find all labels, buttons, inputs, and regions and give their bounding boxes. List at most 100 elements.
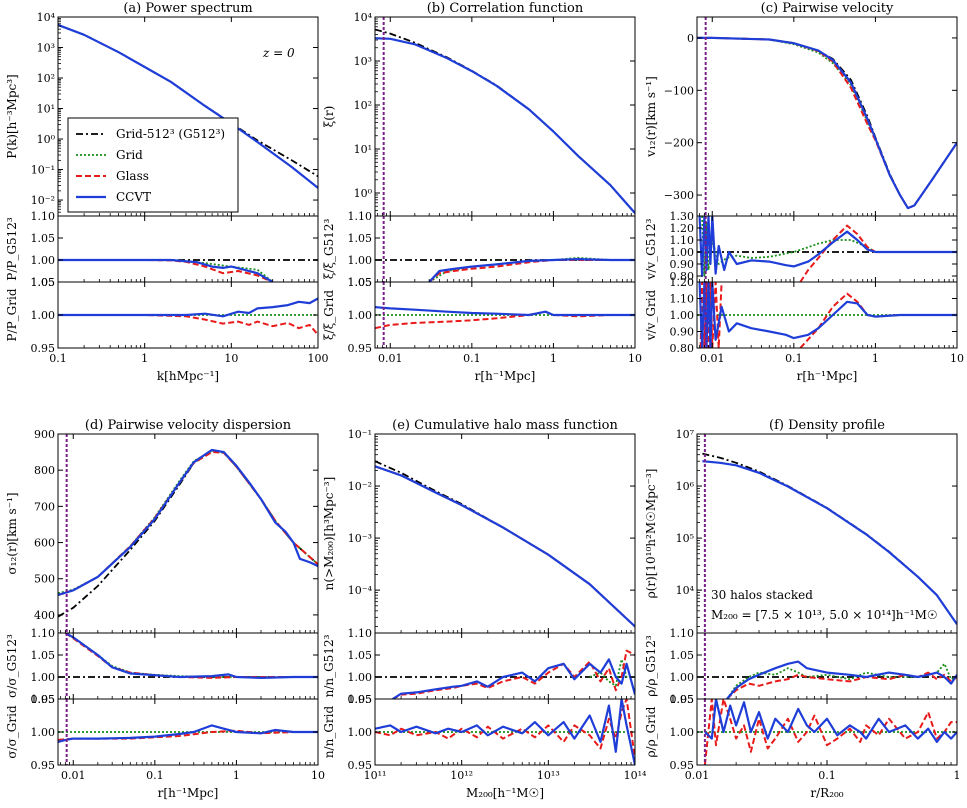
panel-b-0: 10⁰ 10¹ 10² 10³ 10⁴ ξ(r): [322, 11, 636, 217]
y-tick-label: 1.05: [31, 693, 56, 706]
panel-f-1: 0.95 1.00 1.05 1.10 ρ/ρ_G512³: [644, 627, 958, 706]
y-axis-label: v/v_G512³: [644, 218, 658, 280]
x-tick-label: 0.01: [378, 352, 403, 365]
legend-label: Glass: [116, 169, 149, 183]
series-line-g512: [375, 28, 635, 214]
series-line-ccvt: [64, 633, 318, 680]
series-line-glass: [726, 671, 957, 699]
series-line-ccvt: [375, 306, 635, 317]
series-line-ccvt: [697, 36, 957, 210]
x-tick-label: 0.01: [685, 769, 710, 782]
chart-title: (b) Correlation function: [427, 1, 584, 16]
y-tick-label: 10³: [37, 42, 55, 55]
series-group: [697, 36, 957, 210]
series-group: [375, 28, 635, 214]
y-tick-label: 10⁴: [676, 584, 695, 597]
y-tick-label: 10²: [37, 72, 55, 85]
y-tick-label: 1.30: [670, 210, 695, 223]
series-group: [375, 306, 635, 330]
y-tick-label: 400: [34, 609, 55, 622]
axes-frame: [696, 16, 958, 217]
y-tick-label: 10⁻²: [348, 480, 372, 493]
y-tick-label: 1.05: [31, 232, 56, 245]
series-line-ccvt: [428, 258, 635, 282]
series-group: [375, 699, 635, 765]
y-tick-label: 1.05: [348, 276, 373, 289]
series-line-glass: [428, 259, 635, 282]
y-tick-label: 1.00: [348, 671, 373, 684]
y-tick-label: 1.10: [670, 293, 695, 306]
x-tick-label: 0.1: [463, 352, 481, 365]
panel-a-2: 0.95 1.00 1.05 P/P_Grid 0.1 1 10 100 k[hMpc⁻¹]: [5, 276, 329, 383]
y-tick-label: −200: [664, 137, 694, 150]
x-tick-label: 10: [224, 352, 238, 365]
y-tick-label: 500: [34, 573, 55, 586]
chart-title: (e) Cumulative halo mass function: [392, 418, 618, 433]
y-axis-label: n/n_Grid: [322, 706, 336, 759]
y-tick-label: 0.90: [670, 258, 695, 271]
series-line-grid: [64, 633, 318, 678]
y-tick-label: 0.95: [31, 342, 56, 355]
series-line-grid: [726, 662, 957, 699]
series-group: [697, 699, 957, 765]
y-tick-label: 0.95: [31, 759, 56, 772]
y-tick-label: 800: [34, 464, 55, 477]
series-line-ccvt: [704, 699, 957, 744]
y-tick-label: 10⁵: [676, 532, 694, 545]
y-tick-label: 1.00: [348, 726, 373, 739]
axes-frame: [696, 433, 958, 634]
y-tick-label: 1.05: [31, 276, 56, 289]
chart-title: (d) Pairwise velocity dispersion: [85, 418, 292, 433]
series-group: [428, 256, 635, 282]
redshift-annotation: z = 0: [262, 46, 295, 60]
y-tick-label: 1.10: [348, 210, 373, 223]
axes-frame: [696, 215, 958, 283]
halo-count-annotation: 30 halos stacked: [711, 588, 813, 602]
series-line-glass: [799, 224, 957, 282]
series-line-glass: [58, 451, 318, 596]
axes-frame: [57, 215, 319, 283]
x-tick-label: 1: [550, 352, 557, 365]
y-tick-label: 1.10: [670, 627, 695, 640]
halo-mass-annotation: M₂₀₀ = [7.5 × 10¹³, 5.0 × 10¹⁴]h⁻¹M☉: [711, 608, 938, 622]
panel-a-0: 10⁻² 10⁻¹ 10⁰ 10¹ 10² 10³ 10⁴ P(k)[h⁻³Mpc³] z = …: [5, 11, 319, 217]
y-tick-label: 600: [34, 537, 55, 550]
x-tick-label: 10: [311, 769, 325, 782]
panel-b-2: 0.95 1.00 1.05 ξ/ξ_Grid 0.01 0.1 1 10 r[h⁻¹Mpc]: [322, 276, 642, 383]
series-line-ccvt: [392, 658, 635, 699]
y-tick-label: 10⁻⁴: [348, 584, 373, 597]
series-line-ccvt: [58, 23, 318, 189]
axes-frame: [57, 632, 319, 700]
y-axis-label: P/P_G512³: [5, 217, 19, 281]
y-tick-label: 0.80: [670, 342, 695, 355]
series-line-ccvt: [698, 282, 957, 348]
axes-frame: [374, 433, 636, 634]
y-tick-label: 0.90: [670, 326, 695, 339]
series-line-g512: [375, 460, 635, 628]
series-group: [58, 297, 318, 336]
legend-label: Grid-512³ (G512³): [116, 127, 225, 141]
series-group: [58, 724, 318, 743]
panel-d-0: 400 500 600 700 800 900 σ₁₂(r)[km s⁻¹]: [5, 428, 319, 634]
x-tick-label: 1: [954, 769, 961, 782]
y-tick-label: 1.10: [670, 234, 695, 247]
panel-c-0: −300 −200 −100 0 v₁₂(r)[km s⁻¹]: [644, 16, 958, 217]
legend-label: Grid: [116, 148, 143, 162]
y-tick-label: 1.05: [348, 276, 373, 289]
panel-b-1: 1.05 1.00 1.05 1.10 ξ/ξ_G512³: [322, 210, 636, 289]
series-group: [726, 660, 957, 699]
y-tick-label: 10⁶: [676, 480, 695, 493]
y-tick-label: 1.00: [670, 309, 695, 322]
y-tick-label: −100: [664, 84, 694, 97]
x-tick-label: 0.1: [818, 769, 836, 782]
series-line-glass: [64, 633, 318, 679]
series-line-glass: [703, 699, 957, 765]
x-axis-label: r/R₂₀₀: [810, 786, 843, 800]
y-axis-label: ξ/ξ_Grid: [322, 290, 336, 340]
x-tick-label: 0.01: [700, 352, 725, 365]
panel-d-1: 0.95 1.00 1.05 1.10 σ/σ_G512³: [5, 627, 319, 706]
x-tick-label: 10¹¹: [364, 769, 387, 782]
chart-b: (b) Correlation function 10⁰ 10¹ 10² 10³ 10⁴ ξ…: [322, 1, 642, 383]
y-tick-label: 10⁻¹: [348, 428, 372, 441]
